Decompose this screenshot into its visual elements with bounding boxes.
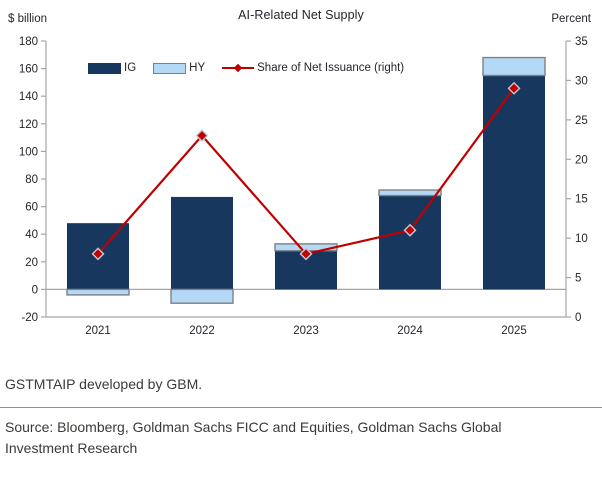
chart-canvas: -200204060801001201401601800510152025303… bbox=[19, 36, 588, 337]
divider bbox=[0, 407, 602, 408]
right-axis-tick-label: 35 bbox=[575, 36, 588, 48]
legend-item-line: Share of Net Issuance (right) bbox=[222, 62, 404, 74]
x-axis-label-2023: 2023 bbox=[293, 325, 319, 337]
bar-ig-2024 bbox=[379, 195, 441, 290]
share-line bbox=[97, 87, 515, 256]
left-axis-tick-label: 80 bbox=[25, 174, 38, 186]
right-axis-unit-label: Percent bbox=[551, 13, 591, 25]
left-axis-tick-label: 160 bbox=[19, 64, 38, 76]
left-axis-tick-label: 140 bbox=[19, 91, 38, 103]
hy-bar-swatch-icon bbox=[153, 62, 187, 74]
legend-item-ig: IG bbox=[88, 62, 136, 74]
legend-label-line: Share of Net Issuance (right) bbox=[257, 62, 405, 74]
right-axis-tick-label: 20 bbox=[575, 154, 588, 166]
right-axis-tick-label: 5 bbox=[575, 273, 581, 285]
left-axis-tick-label: -20 bbox=[21, 312, 38, 324]
marker-2025 bbox=[507, 81, 521, 95]
right-axis-tick-label: 30 bbox=[575, 75, 588, 87]
bar-hy-2021 bbox=[66, 288, 130, 296]
marker-2024 bbox=[403, 223, 417, 237]
marker-2022 bbox=[195, 129, 209, 143]
left-axis-tick-label: 180 bbox=[19, 36, 38, 48]
source-text: Source: Bloomberg, Goldman Sachs FICC an… bbox=[5, 419, 502, 456]
ig-bar-swatch-icon bbox=[88, 62, 121, 74]
line-marker-swatch-icon bbox=[222, 63, 255, 73]
legend-label-ig: IG bbox=[124, 62, 137, 74]
left-axis-tick-label: 0 bbox=[32, 284, 38, 296]
marker-2021 bbox=[91, 247, 105, 261]
left-axis-tick-label: 120 bbox=[19, 119, 38, 131]
x-axis-label-2022: 2022 bbox=[189, 325, 215, 337]
diamond-marker-icon bbox=[233, 63, 243, 73]
left-axis-tick-label: 60 bbox=[25, 202, 38, 214]
bar-hy-2024 bbox=[378, 189, 442, 197]
right-axis-tick-label: 25 bbox=[575, 115, 588, 127]
bar-ig-2025 bbox=[483, 75, 545, 290]
left-axis-tick-label: 20 bbox=[25, 257, 38, 269]
right-axis-tick-label: 15 bbox=[575, 194, 588, 206]
chart-title: AI-Related Net Supply bbox=[238, 8, 364, 22]
left-axis-tick-label: 40 bbox=[25, 229, 38, 241]
bar-hy-2025 bbox=[482, 56, 546, 77]
chart-legend: IG HY Share of Net Issuance (right) bbox=[88, 62, 404, 74]
left-axis-unit-label: $ billion bbox=[8, 13, 47, 25]
x-axis-label-2025: 2025 bbox=[501, 325, 527, 337]
left-axis-tick-label: 100 bbox=[19, 146, 38, 158]
legend-item-hy: HY bbox=[153, 62, 205, 74]
x-axis-label-2021: 2021 bbox=[85, 325, 111, 337]
right-axis-tick-label: 0 bbox=[575, 312, 581, 324]
bar-hy-2022 bbox=[170, 288, 234, 304]
bar-ig-2022 bbox=[171, 196, 233, 290]
x-axis-label-2024: 2024 bbox=[397, 325, 423, 337]
right-axis-tick-label: 10 bbox=[575, 233, 588, 245]
marker-2023 bbox=[299, 247, 313, 261]
footnote: GSTMTAIP developed by GBM. bbox=[5, 376, 203, 392]
legend-label-hy: HY bbox=[189, 62, 206, 74]
